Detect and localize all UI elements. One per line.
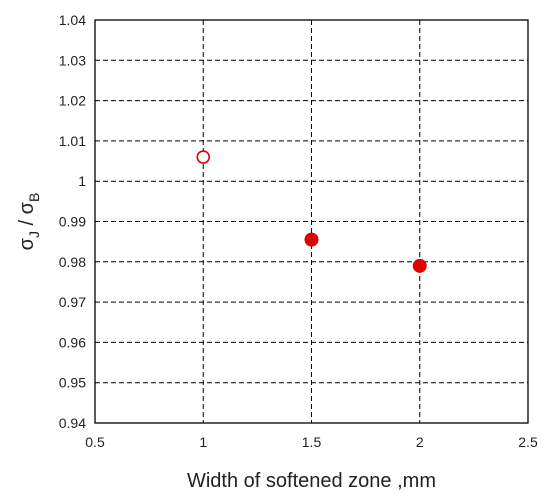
x-tick-label: 0.5 — [85, 434, 105, 450]
y-tick-label: 1 — [78, 173, 86, 189]
y-axis-title: σJ / σB — [16, 193, 42, 251]
x-tick-label: 1 — [199, 434, 207, 450]
x-tick-label: 2 — [416, 434, 424, 450]
plot-area-frame — [94, 19, 529, 424]
grid-lines — [95, 20, 528, 423]
y-tick-label: 0.98 — [59, 254, 86, 270]
y-axis-title-sub-j: J — [26, 231, 42, 238]
y-tick-label: 1.01 — [59, 133, 86, 149]
y-tick-label: 0.94 — [59, 415, 86, 431]
y-tick-label: 0.99 — [59, 214, 86, 230]
x-axis-title: Width of softened zone ,mm — [187, 470, 436, 492]
y-tick-label: 0.95 — [59, 375, 86, 391]
y-tick-label: 1.03 — [59, 52, 86, 68]
filled-data-point — [304, 232, 319, 247]
tick-labels: 0.94 0.95 0.96 0.97 0.98 0.99 1 1.01 1.02 1.03 1.0… — [59, 12, 538, 450]
y-tick-label: 0.97 — [59, 294, 86, 310]
y-axis-title-separator: / — [16, 214, 38, 231]
x-tick-label: 2.5 — [518, 434, 538, 450]
filled-data-point — [412, 258, 427, 273]
y-tick-label: 1.02 — [59, 93, 86, 109]
open-data-point — [196, 150, 211, 164]
y-tick-label: 0.96 — [59, 334, 86, 350]
y-axis-title-sub-b: B — [26, 193, 42, 202]
y-axis-title-sigma-j: σ — [16, 237, 38, 250]
y-axis-title-sigma-b: σ — [16, 201, 38, 214]
x-tick-label: 1.5 — [302, 434, 322, 450]
data-points — [196, 150, 427, 273]
y-tick-label: 1.04 — [59, 12, 86, 28]
